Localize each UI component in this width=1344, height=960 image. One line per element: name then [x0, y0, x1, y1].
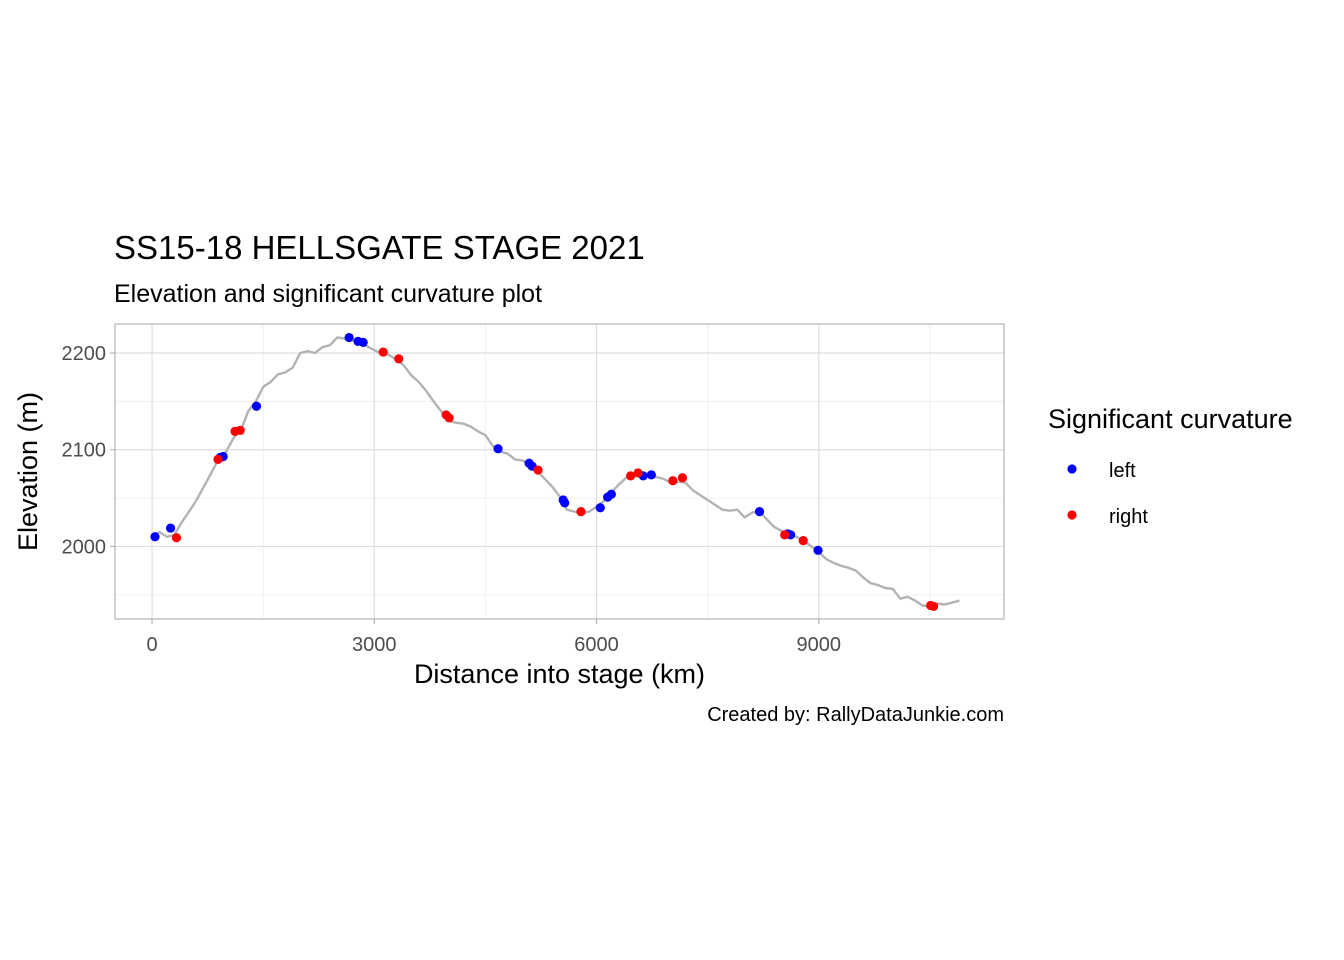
curvature-point-left	[606, 489, 616, 499]
curvature-point-right	[213, 454, 223, 465]
curvature-point-right	[576, 507, 586, 517]
curvature-point-right	[235, 425, 245, 435]
elevation-profile-layer	[151, 336, 960, 608]
curvature-point-right	[171, 533, 182, 543]
y-tick-label: 2000	[62, 536, 107, 558]
curvature-point-left	[344, 332, 354, 343]
x-axis-title: Distance into stage (km)	[414, 659, 705, 689]
elevation-profile-line	[151, 336, 960, 608]
legend-key-left	[1067, 464, 1077, 474]
y-axis: 2000 2100 2200	[62, 343, 115, 558]
curvature-point-right	[929, 601, 939, 612]
legend: Significant curvature left right	[1048, 404, 1293, 528]
curvature-point-right	[394, 354, 404, 364]
curvature-point-left	[813, 545, 823, 555]
x-tick-label: 9000	[797, 634, 842, 656]
curvature-point-left	[595, 503, 605, 513]
curvature-points-layer	[150, 332, 939, 612]
curvature-point-right	[780, 530, 790, 540]
x-axis: 0 3000 6000 9000	[146, 619, 841, 656]
x-tick-label: 0	[146, 634, 157, 656]
x-tick-label: 6000	[574, 634, 619, 656]
curvature-point-left	[493, 444, 503, 454]
y-tick-label: 2200	[62, 343, 107, 365]
curvature-point-left	[646, 470, 656, 480]
curvature-point-right	[677, 473, 688, 483]
curvature-point-left	[560, 498, 570, 508]
curvature-point-left	[251, 401, 262, 411]
curvature-point-left	[358, 337, 368, 347]
y-axis-title: Elevation (m)	[13, 392, 43, 551]
curvature-point-left	[165, 523, 176, 533]
curvature-point-right	[533, 465, 543, 475]
curvature-point-right	[444, 413, 454, 423]
legend-key-right	[1067, 510, 1077, 520]
curvature-point-left	[150, 532, 160, 542]
y-tick-label: 2100	[62, 440, 107, 462]
chart-title: SS15-18 HELLSGATE STAGE 2021	[114, 229, 645, 266]
curvature-point-right	[626, 471, 636, 481]
grid-major	[115, 324, 1004, 619]
curvature-point-right	[668, 476, 678, 486]
curvature-point-right	[378, 347, 388, 357]
curvature-point-right	[633, 468, 643, 478]
legend-label-right: right	[1109, 506, 1148, 528]
chart-caption: Created by: RallyDataJunkie.com	[707, 704, 1004, 726]
panel-border	[114, 323, 1005, 620]
chart-subtitle: Elevation and significant curvature plot	[114, 280, 542, 308]
x-tick-label: 3000	[352, 634, 397, 656]
curvature-point-right	[798, 536, 808, 546]
curvature-point-left	[754, 507, 765, 517]
legend-entries: left right	[1067, 460, 1148, 528]
legend-title: Significant curvature	[1048, 404, 1293, 434]
legend-label-left: left	[1109, 460, 1136, 482]
